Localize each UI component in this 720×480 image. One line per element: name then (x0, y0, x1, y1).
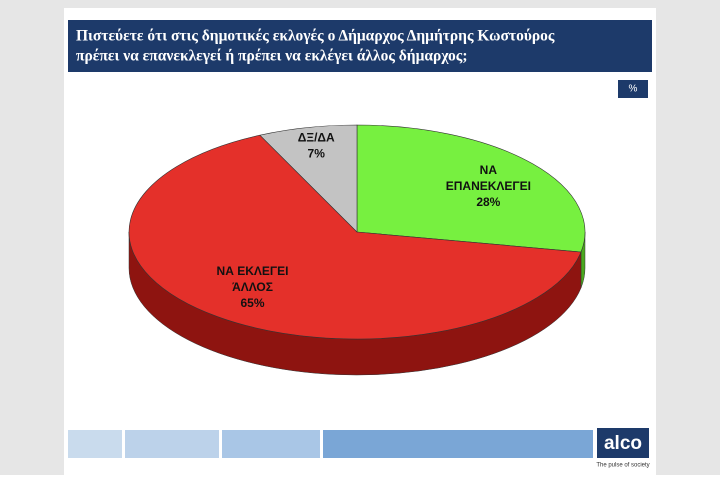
value-label: 28% (476, 195, 500, 209)
slice (356, 124, 586, 253)
footer-bar (68, 430, 122, 458)
title-line: Πιστεύετε ότι στις δημοτικές εκλογές ο Δ… (76, 28, 555, 45)
title-line: πρέπει να επανεκλεγεί ή πρέπει να εκλέγε… (76, 48, 468, 65)
title-box (68, 20, 652, 72)
slice (128, 134, 582, 340)
slice-label: ΔΞ/ΔΑ (298, 131, 335, 145)
slice-label: ΝΑ (480, 163, 498, 177)
logo-box (597, 428, 649, 458)
slice-label: ΆΛΛΟΣ (232, 280, 273, 294)
value-label: 65% (240, 296, 264, 310)
logo: alco (604, 433, 642, 454)
unit-badge (618, 80, 648, 98)
pie: ΝΑ ΕΠΑΝΕΚΛΕΓΕΙ 28% ΝΑ ΕΚΛΕΓΕΙ ΆΛΛΟΣ 65% ΔΞ/ΔΑ 7… (128, 124, 586, 376)
footer-bar (125, 430, 219, 458)
slice-label: ΕΠΑΝΕΚΛΕΓΕΙ (446, 179, 531, 193)
unit-badge-text: % (629, 84, 638, 95)
slice (259, 124, 358, 233)
footer-bar (323, 430, 593, 458)
slice-label: ΝΑ ΕΚΛΕΓΕΙ (217, 264, 289, 278)
tagline: The pulse of society (596, 463, 649, 469)
value-label: 7% (308, 147, 326, 161)
footer-bar (222, 430, 320, 458)
